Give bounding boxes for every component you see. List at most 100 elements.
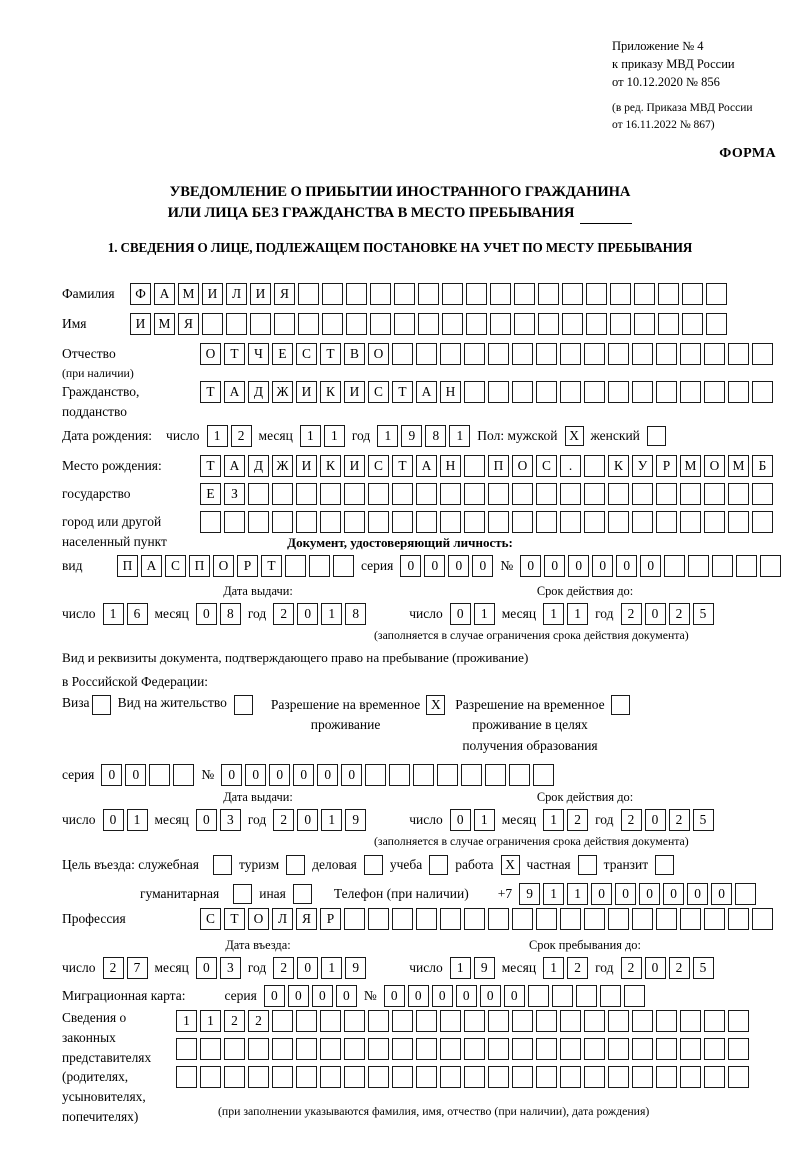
char-box[interactable] [560,483,581,505]
char-box[interactable] [728,483,749,505]
char-box[interactable] [632,511,653,533]
char-box[interactable] [200,1038,221,1060]
checkbox[interactable] [233,883,253,904]
char-box[interactable]: 0 [503,985,525,1007]
char-box[interactable] [584,381,605,403]
char-box[interactable] [440,511,461,533]
char-box[interactable] [488,908,509,930]
char-box[interactable] [176,1038,197,1060]
char-box[interactable] [752,908,773,930]
char-box[interactable]: К [608,455,629,477]
char-box[interactable]: 8 [345,603,367,625]
char-box[interactable]: 0 [644,957,666,979]
purpose-business-checkbox[interactable] [363,855,383,875]
char-box[interactable] [248,483,269,505]
char-box[interactable] [368,1010,389,1032]
char-box[interactable] [464,483,485,505]
char-box[interactable] [488,343,509,365]
char-box[interactable]: 1 [449,425,471,447]
char-box[interactable]: 1 [473,809,495,831]
char-box[interactable]: 0 [644,603,666,625]
char-box[interactable] [272,1010,293,1032]
char-box[interactable]: 0 [102,809,124,831]
char-box[interactable]: М [680,455,701,477]
char-box[interactable] [608,1010,629,1032]
char-box[interactable]: Е [200,483,221,505]
char-box[interactable]: Н [440,381,461,403]
char-box[interactable] [322,313,343,335]
char-box[interactable] [712,555,734,577]
char-box[interactable] [706,283,727,305]
char-box[interactable] [575,985,597,1007]
char-box[interactable] [437,764,459,786]
char-box[interactable] [285,555,306,577]
char-box[interactable]: 1 [321,809,343,831]
char-box[interactable]: 0 [400,555,422,577]
char-box[interactable]: А [224,455,245,477]
char-box[interactable]: 1 [473,603,495,625]
char-box[interactable] [560,1066,581,1088]
char-box[interactable] [248,1038,269,1060]
purpose-work-checkbox[interactable]: X [500,855,520,875]
char-box[interactable] [368,1066,389,1088]
char-box[interactable]: А [141,555,162,577]
char-box[interactable]: Н [440,455,461,477]
char-box[interactable] [514,313,535,335]
char-box[interactable]: 0 [221,764,243,786]
char-box[interactable]: 0 [101,764,123,786]
char-box[interactable]: 2 [273,603,295,625]
char-box[interactable] [656,381,677,403]
char-box[interactable] [760,555,782,577]
char-box[interactable] [296,1066,317,1088]
char-box[interactable]: 2 [668,809,690,831]
char-box[interactable] [440,1066,461,1088]
char-box[interactable]: А [154,283,175,305]
char-box[interactable]: З [224,483,245,505]
char-box[interactable] [536,1066,557,1088]
char-box[interactable] [560,908,581,930]
char-box[interactable] [298,283,319,305]
char-box[interactable]: 0 [311,985,333,1007]
char-box[interactable]: 1 [543,603,565,625]
sex-female-checkbox[interactable] [646,425,666,446]
char-box[interactable] [344,908,365,930]
char-box[interactable] [272,1066,293,1088]
char-box[interactable] [464,511,485,533]
char-box[interactable] [536,908,557,930]
char-box[interactable] [392,343,413,365]
char-box[interactable]: И [296,455,317,477]
char-box[interactable]: П [488,455,509,477]
char-box[interactable]: О [704,455,725,477]
char-box[interactable]: 1 [543,957,565,979]
char-box[interactable] [440,908,461,930]
char-box[interactable]: А [416,381,437,403]
char-box[interactable]: 5 [692,957,714,979]
char-box[interactable] [488,1010,509,1032]
char-box[interactable]: 0 [383,985,405,1007]
char-box[interactable]: С [200,908,221,930]
char-box[interactable] [682,313,703,335]
char-box[interactable]: Т [392,381,413,403]
char-box[interactable] [296,483,317,505]
char-box[interactable]: Е [272,343,293,365]
char-box[interactable] [608,1066,629,1088]
char-box[interactable] [551,985,573,1007]
char-box[interactable]: И [130,313,151,335]
char-box[interactable] [392,1038,413,1060]
char-box[interactable] [682,283,703,305]
char-box[interactable] [322,283,343,305]
char-box[interactable]: 0 [195,957,217,979]
char-box[interactable] [488,1066,509,1088]
checkbox[interactable] [363,855,383,875]
char-box[interactable]: Я [274,283,295,305]
